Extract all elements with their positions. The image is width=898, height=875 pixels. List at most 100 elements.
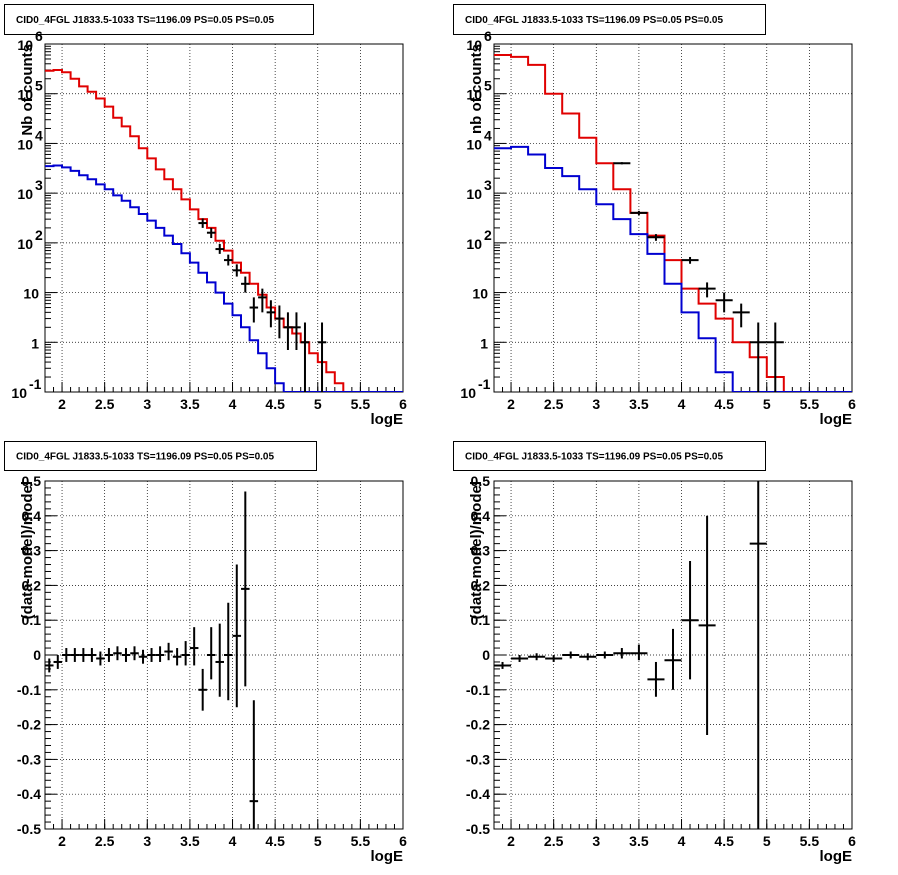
x-axis-label: logE bbox=[820, 848, 853, 865]
chart-panel-3: CID0_4FGL J1833.5-1033 TS=1196.09 PS=0.0… bbox=[4, 441, 407, 865]
title-box bbox=[4, 4, 314, 35]
data-point bbox=[613, 162, 631, 165]
x-tick-label: 5.5 bbox=[800, 833, 820, 849]
y-tick-exponent: 5 bbox=[484, 78, 492, 94]
chart-panel-1: CID0_4FGL J1833.5-1033 TS=1196.09 PS=0.0… bbox=[4, 4, 407, 428]
data-layer bbox=[45, 69, 403, 392]
y-axis-label: (data-model)/model bbox=[19, 481, 36, 619]
data-point bbox=[249, 297, 259, 323]
data-point bbox=[232, 564, 242, 708]
y-tick-label: -0.1 bbox=[17, 682, 41, 698]
data-point bbox=[715, 292, 733, 313]
y-tick-exponent: 2 bbox=[484, 227, 492, 243]
y-axis-label: Nb of counts bbox=[19, 44, 36, 136]
y-tick-exponent: -1 bbox=[478, 376, 491, 392]
data-point bbox=[224, 254, 233, 266]
data-point bbox=[613, 648, 631, 659]
data-point bbox=[732, 303, 750, 328]
histogram-series-2 bbox=[494, 145, 852, 392]
data-point bbox=[70, 648, 80, 662]
x-tick-label: 4.5 bbox=[714, 396, 734, 412]
data-point bbox=[87, 648, 97, 662]
data-point bbox=[104, 648, 114, 662]
y-tick-label: -0.4 bbox=[466, 786, 490, 802]
x-tick-label: 5 bbox=[763, 396, 771, 412]
y-tick-label: 10 bbox=[11, 385, 27, 401]
y-tick-label: 10 bbox=[466, 136, 482, 152]
x-tick-label: 5 bbox=[314, 396, 322, 412]
y-tick-exponent: 4 bbox=[484, 127, 492, 143]
y-axis-label: (data-model)/model bbox=[468, 481, 485, 619]
y-tick-label: 0.5 bbox=[471, 473, 491, 489]
y-tick-label: 0.2 bbox=[471, 577, 491, 593]
y-tick-label: 0.1 bbox=[22, 612, 42, 628]
chart-panel-4: CID0_4FGL J1833.5-1033 TS=1196.09 PS=0.0… bbox=[453, 441, 856, 865]
data-point bbox=[79, 648, 88, 662]
y-tick-label: 1 bbox=[480, 335, 488, 351]
data-point bbox=[130, 646, 139, 661]
chart-title: CID0_4FGL J1833.5-1033 TS=1196.09 PS=0.0… bbox=[465, 452, 723, 463]
x-tick-label: 2.5 bbox=[544, 833, 564, 849]
y-tick-label: 10 bbox=[23, 286, 39, 302]
data-point bbox=[258, 288, 267, 313]
data-point bbox=[241, 491, 250, 687]
y-tick-label: -0.2 bbox=[466, 717, 490, 733]
data-point bbox=[147, 648, 156, 662]
x-tick-label: 6 bbox=[848, 396, 856, 412]
y-tick-label: -0.5 bbox=[17, 821, 41, 837]
y-tick-label: -0.3 bbox=[466, 751, 490, 767]
y-tick-label: 10 bbox=[466, 37, 482, 53]
data-point bbox=[630, 644, 648, 661]
x-tick-label: 3.5 bbox=[629, 833, 649, 849]
histogram-series-1 bbox=[494, 54, 852, 392]
data-point bbox=[317, 322, 327, 392]
x-tick-label: 6 bbox=[848, 833, 856, 849]
data-point bbox=[224, 602, 233, 701]
x-tick-label: 4.5 bbox=[714, 833, 734, 849]
data-point bbox=[681, 256, 699, 264]
title-box bbox=[4, 441, 317, 471]
data-point bbox=[53, 655, 63, 669]
y-tick-label: -0.1 bbox=[466, 682, 490, 698]
data-point bbox=[249, 700, 259, 829]
x-tick-label: 4 bbox=[678, 396, 686, 412]
x-tick-label: 2 bbox=[58, 396, 66, 412]
data-point bbox=[206, 627, 216, 680]
y-tick-label: 0 bbox=[482, 647, 490, 663]
data-point bbox=[155, 646, 165, 662]
x-tick-label: 2 bbox=[507, 396, 515, 412]
x-tick-label: 2.5 bbox=[544, 396, 564, 412]
data-layer bbox=[494, 481, 767, 829]
x-tick-label: 5.5 bbox=[800, 396, 820, 412]
data-point bbox=[545, 655, 563, 662]
data-point bbox=[215, 243, 224, 254]
title-box bbox=[453, 441, 766, 471]
y-tick-label: 1 bbox=[31, 335, 39, 351]
y-tick-label: 10 bbox=[460, 385, 476, 401]
data-point bbox=[215, 623, 224, 697]
data-point bbox=[664, 628, 682, 690]
data-point bbox=[121, 648, 131, 662]
data-point bbox=[206, 227, 216, 239]
data-point bbox=[698, 282, 716, 298]
y-tick-label: 10 bbox=[466, 186, 482, 202]
y-tick-exponent: 3 bbox=[484, 177, 492, 193]
x-tick-label: 6 bbox=[399, 833, 407, 849]
y-tick-label: 10 bbox=[17, 186, 33, 202]
x-tick-label: 3 bbox=[143, 833, 151, 849]
x-tick-label: 2.5 bbox=[95, 396, 115, 412]
data-point bbox=[630, 210, 648, 216]
x-tick-label: 2 bbox=[58, 833, 66, 849]
x-tick-label: 2 bbox=[507, 833, 515, 849]
y-tick-exponent: 3 bbox=[35, 177, 43, 193]
x-tick-label: 3 bbox=[143, 396, 151, 412]
chart-title: CID0_4FGL J1833.5-1033 TS=1196.09 PS=0.0… bbox=[16, 452, 274, 463]
y-tick-exponent: 6 bbox=[484, 28, 492, 44]
y-tick-label: 10 bbox=[17, 136, 33, 152]
x-tick-label: 2.5 bbox=[95, 833, 115, 849]
x-tick-label: 4.5 bbox=[265, 833, 285, 849]
chart-panel-2: CID0_4FGL J1833.5-1033 TS=1196.09 PS=0.0… bbox=[453, 4, 856, 428]
y-axis-label: nb of counts bbox=[468, 44, 485, 134]
y-tick-exponent: 6 bbox=[35, 28, 43, 44]
